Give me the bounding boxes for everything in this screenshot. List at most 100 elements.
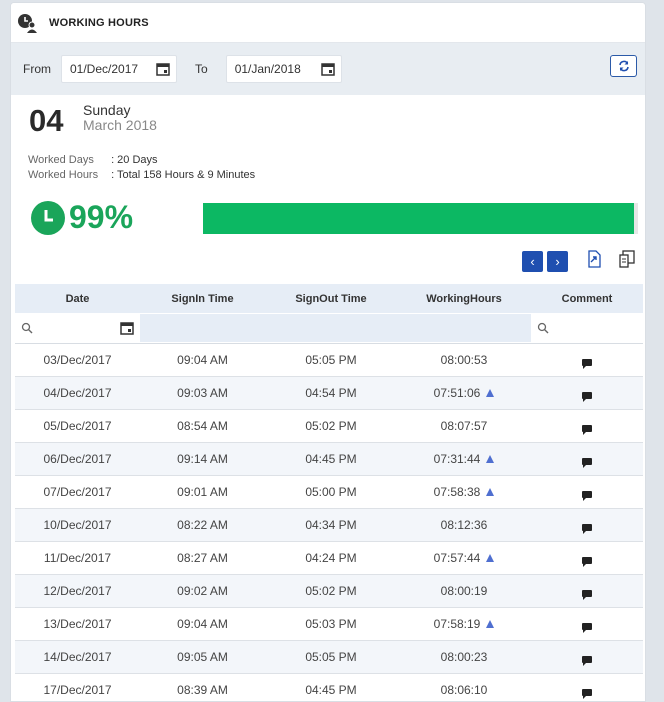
- signout-cell: 05:03 PM: [305, 616, 357, 631]
- current-month-year: March 2018: [83, 117, 157, 133]
- comment-icon[interactable]: [582, 490, 592, 501]
- table-row[interactable]: 12/Dec/2017 09:02 AM 05:02 PM 08:00:19: [15, 573, 643, 607]
- calendar-icon[interactable]: [320, 62, 335, 76]
- date-cell: 03/Dec/2017: [43, 352, 112, 367]
- table-header-row: Date SignIn Time SignOut Time WorkingHou…: [15, 284, 643, 313]
- current-day-number: 04: [29, 103, 64, 138]
- date-filter-cell[interactable]: [15, 313, 140, 344]
- signin-cell: 09:04 AM: [177, 616, 228, 631]
- calendar-icon[interactable]: [120, 321, 134, 335]
- column-header-working-hours[interactable]: WorkingHours: [397, 284, 531, 313]
- table-row[interactable]: 04/Dec/2017 09:03 AM 04:54 PM 07:51:06: [15, 375, 643, 409]
- completion-percent: 99%: [69, 199, 134, 235]
- refresh-button[interactable]: [610, 55, 637, 77]
- date-cell: 17/Dec/2017: [43, 682, 112, 697]
- below-target-icon: [486, 619, 495, 628]
- signin-cell: 09:04 AM: [177, 352, 228, 367]
- comment-icon[interactable]: [582, 622, 592, 633]
- completion-progress-bar: [203, 203, 638, 234]
- below-target-icon: [486, 388, 495, 397]
- table-row[interactable]: 17/Dec/2017 08:39 AM 04:45 PM 08:06:10: [15, 672, 643, 701]
- comment-icon[interactable]: [582, 391, 592, 402]
- table-row[interactable]: 05/Dec/2017 08:54 AM 05:02 PM 08:07:57: [15, 408, 643, 442]
- table-row[interactable]: 03/Dec/2017 09:04 AM 05:05 PM 08:00:53: [15, 342, 643, 376]
- current-weekday: Sunday: [83, 102, 131, 118]
- working-hours-cell: 08:00:53: [440, 352, 488, 367]
- signin-cell: 09:02 AM: [177, 583, 228, 598]
- working-hours-cell: 08:06:10: [440, 682, 488, 697]
- working-hours-cell: 07:58:19: [433, 616, 481, 631]
- next-page-button[interactable]: ›: [547, 251, 568, 272]
- comment-icon[interactable]: [582, 655, 592, 666]
- chevron-right-icon: ›: [555, 254, 560, 269]
- date-cell: 14/Dec/2017: [43, 649, 112, 664]
- signout-cell: 05:02 PM: [305, 583, 357, 598]
- signin-cell: 09:03 AM: [177, 385, 228, 400]
- date-cell: 13/Dec/2017: [43, 616, 112, 631]
- column-header-comment[interactable]: Comment: [531, 284, 643, 313]
- prev-page-button[interactable]: ‹: [522, 251, 543, 272]
- to-date-input[interactable]: 01/Jan/2018: [225, 55, 342, 83]
- comment-icon[interactable]: [582, 457, 592, 468]
- column-header-signin[interactable]: SignIn Time: [140, 284, 265, 313]
- comment-icon[interactable]: [582, 589, 592, 600]
- below-target-icon: [486, 487, 495, 496]
- search-icon: [21, 322, 33, 334]
- comment-icon[interactable]: [582, 424, 592, 435]
- working-hours-panel: WORKING HOURS From 01/Dec/2017 To 01/Jan…: [10, 2, 646, 702]
- working-hours-cell: 07:51:06: [433, 385, 481, 400]
- worked-hours-label: Worked Hours: [28, 169, 99, 181]
- chevron-left-icon: ‹: [530, 254, 535, 269]
- refresh-icon: [618, 60, 629, 72]
- signout-cell: 04:45 PM: [305, 682, 357, 697]
- date-cell: 11/Dec/2017: [43, 550, 112, 565]
- table-row[interactable]: 07/Dec/2017 09:01 AM 05:00 PM 07:58:38: [15, 474, 643, 508]
- progress-fill: [203, 203, 634, 234]
- table-row[interactable]: 11/Dec/2017 08:27 AM 04:24 PM 07:57:44: [15, 540, 643, 574]
- date-cell: 06/Dec/2017: [43, 451, 112, 466]
- date-filter-bar: From 01/Dec/2017 To 01/Jan/2018: [11, 43, 645, 95]
- signout-cell: 05:00 PM: [305, 484, 357, 499]
- working-hours-cell: 07:58:38: [433, 484, 481, 499]
- filter-row: [15, 313, 643, 344]
- signin-cell: 09:05 AM: [177, 649, 228, 664]
- column-header-date[interactable]: Date: [15, 284, 140, 313]
- working-hours-cell: 08:00:23: [440, 649, 488, 664]
- columns-icon[interactable]: [618, 250, 636, 268]
- working-hours-cell: 07:57:44: [433, 550, 481, 565]
- worked-hours-row: Worked Hours : Total 158 Hours & 9 Minut…: [28, 169, 255, 181]
- clock-icon: [31, 201, 65, 235]
- worked-hours-value: : Total 158 Hours & 9 Minutes: [111, 169, 256, 181]
- comment-icon[interactable]: [582, 688, 592, 699]
- table-row[interactable]: 06/Dec/2017 09:14 AM 04:45 PM 07:31:44: [15, 441, 643, 475]
- below-target-icon: [486, 553, 495, 562]
- comment-filter-cell[interactable]: [531, 313, 643, 344]
- working-hours-cell: 07:31:44: [433, 451, 481, 466]
- export-icon[interactable]: [585, 250, 603, 268]
- date-cell: 04/Dec/2017: [43, 385, 112, 400]
- comment-icon[interactable]: [582, 358, 592, 369]
- table-row[interactable]: 13/Dec/2017 09:04 AM 05:03 PM 07:58:19: [15, 606, 643, 640]
- table-row[interactable]: 14/Dec/2017 09:05 AM 05:05 PM 08:00:23: [15, 639, 643, 673]
- panel-header: WORKING HOURS: [11, 3, 645, 43]
- table-row[interactable]: 10/Dec/2017 08:22 AM 04:34 PM 08:12:36: [15, 507, 643, 541]
- from-date-input[interactable]: 01/Dec/2017: [61, 55, 177, 83]
- comment-icon[interactable]: [582, 556, 592, 567]
- to-label: To: [195, 62, 208, 76]
- from-date-value: 01/Dec/2017: [70, 62, 139, 76]
- signin-cell: 08:27 AM: [177, 550, 228, 565]
- worked-days-value: : 20 Days: [111, 154, 158, 166]
- search-icon: [537, 322, 549, 334]
- date-cell: 07/Dec/2017: [43, 484, 112, 499]
- signin-cell: 08:39 AM: [177, 682, 228, 697]
- signout-filter-cell: [265, 313, 397, 344]
- signin-cell: 09:14 AM: [177, 451, 228, 466]
- calendar-icon[interactable]: [156, 62, 170, 76]
- comment-icon[interactable]: [582, 523, 592, 534]
- to-date-value: 01/Jan/2018: [234, 62, 301, 76]
- working-hours-cell: 08:12:36: [440, 517, 488, 532]
- signout-cell: 04:45 PM: [305, 451, 357, 466]
- column-header-signout[interactable]: SignOut Time: [265, 284, 397, 313]
- signout-cell: 05:02 PM: [305, 418, 357, 433]
- signout-cell: 05:05 PM: [305, 649, 357, 664]
